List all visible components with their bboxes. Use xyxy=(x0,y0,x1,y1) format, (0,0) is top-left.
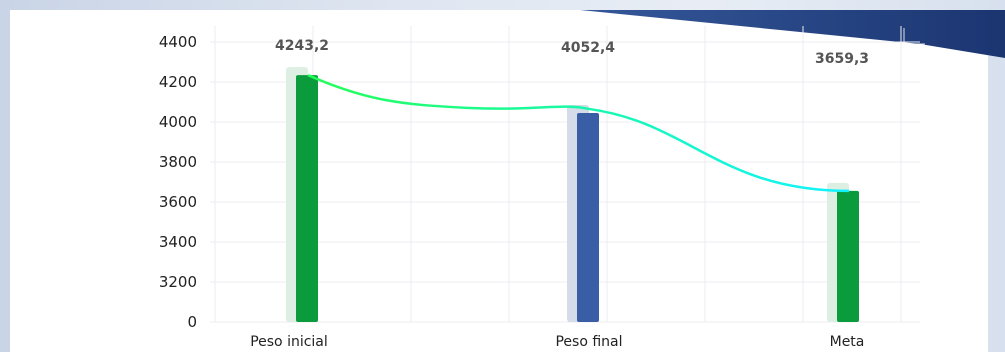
y-tick-label: 4000 xyxy=(159,113,197,131)
y-tick-label: 0 xyxy=(187,313,197,331)
trend-line xyxy=(307,73,850,193)
data-label: 3659,3 xyxy=(815,51,869,67)
category-label: Peso final xyxy=(555,334,622,350)
y-tick-label: 3400 xyxy=(159,233,197,251)
y-tick-label: 3600 xyxy=(159,193,197,211)
y-tick-label: 4400 xyxy=(159,33,197,51)
grid xyxy=(210,26,920,323)
x-axis-categories: Peso inicial Peso final Meta xyxy=(250,334,864,350)
data-label: 4052,4 xyxy=(561,40,615,56)
category-label: Meta xyxy=(830,334,865,350)
corner-band xyxy=(580,10,1005,58)
category-label: Peso inicial xyxy=(250,334,328,350)
bar xyxy=(837,190,859,322)
data-label: 4243,2 xyxy=(275,38,329,54)
y-tick-label: 3800 xyxy=(159,153,197,171)
y-tick-label: 3200 xyxy=(159,273,197,291)
bar xyxy=(577,112,599,322)
y-axis-ticks: 0 3200 3400 3600 3800 4000 4200 4400 xyxy=(159,33,197,331)
chart-panel xyxy=(10,10,988,352)
y-tick-label: 4200 xyxy=(159,73,197,91)
bars xyxy=(286,67,859,322)
data-labels: 4243,2 4052,4 3659,3 xyxy=(275,38,869,67)
bar xyxy=(296,75,318,322)
